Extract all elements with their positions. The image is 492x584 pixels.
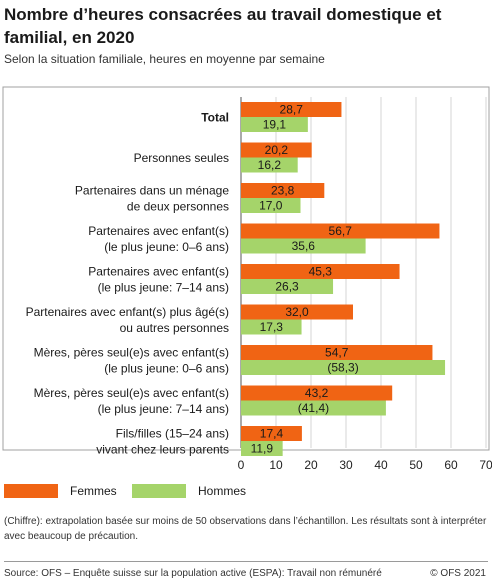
x-tick-label: 20 (304, 458, 318, 472)
legend-swatch-hommes (132, 484, 186, 498)
value-label-hommes: 17,3 (260, 320, 284, 334)
x-tick-label: 0 (238, 458, 245, 472)
value-label-femmes: 54,7 (325, 346, 349, 360)
bar-chart: Total Personnes seules Partenaires dans un… (2, 86, 492, 472)
value-label-femmes: 56,7 (329, 224, 353, 238)
value-label-hommes: (41,4) (298, 401, 329, 415)
legend-femmes: Femmes (4, 484, 117, 498)
copyright: © OFS 2021 (430, 568, 486, 579)
chart-subtitle: Selon la situation familiale, heures en … (4, 52, 325, 66)
value-label-hommes: 26,3 (275, 280, 299, 294)
bar-femmes (241, 345, 433, 360)
bar-femmes (241, 223, 440, 239)
category-label: de deux personnes (127, 200, 229, 214)
bar-femmes (241, 142, 312, 158)
value-label-femmes: 20,2 (265, 143, 289, 157)
chart-title: Nombre d’heures consacrées au travail do… (4, 5, 442, 47)
value-label-hommes: 19,1 (263, 118, 287, 132)
bar-femmes (241, 385, 393, 401)
value-label-femmes: 23,8 (271, 184, 295, 198)
legend-label-hommes: Hommes (198, 484, 247, 498)
source-text: Source: OFS – Enquête suisse sur la popu… (4, 568, 382, 579)
category-label: vivant chez leurs parents (96, 443, 229, 457)
value-label-hommes: 17,0 (259, 199, 283, 213)
legend-swatch-femmes (4, 484, 58, 498)
category-label: Mères, pères seul(e)s avec enfant(s) (34, 346, 229, 360)
x-tick-label: 50 (409, 458, 423, 472)
category-label: Partenaires dans un ménage (75, 184, 229, 198)
source-divider (4, 561, 488, 562)
bar-hommes (241, 198, 301, 213)
category-label: Fils/filles (15–24 ans) (116, 427, 229, 441)
category-label: (le plus jeune: 7–14 ans) (98, 402, 229, 416)
x-tick-label: 60 (444, 458, 458, 472)
bar-hommes (241, 319, 302, 335)
value-label-femmes: 45,3 (309, 265, 333, 279)
value-label-femmes: 17,4 (260, 427, 284, 441)
legend-label-femmes: Femmes (70, 484, 117, 498)
bar-hommes (241, 279, 334, 294)
value-label-hommes: 35,6 (292, 239, 316, 253)
legend-hommes: Hommes (132, 484, 246, 498)
category-label: Partenaires avec enfant(s) (88, 265, 229, 279)
category-label: Personnes seules (134, 151, 229, 165)
category-label: Total (201, 111, 229, 125)
bar-hommes (241, 157, 298, 173)
value-label-hommes: 16,2 (258, 158, 282, 172)
bar-hommes (241, 441, 283, 456)
x-tick-label: 30 (339, 458, 353, 472)
category-label: Partenaires avec enfant(s) plus âgé(s) (26, 305, 229, 319)
bar-hommes (241, 360, 446, 375)
bar-femmes (241, 426, 302, 441)
category-label: Partenaires avec enfant(s) (88, 224, 229, 238)
value-label-femmes: 43,2 (305, 386, 329, 400)
bar-hommes (241, 400, 386, 416)
bar-femmes (241, 183, 325, 198)
bar-hommes (241, 117, 308, 132)
bar-femmes (241, 264, 400, 279)
value-label-femmes: 32,0 (285, 305, 309, 319)
bar-femmes (241, 102, 342, 117)
bar-hommes (241, 238, 366, 254)
category-label: (le plus jeune: 0–6 ans) (104, 240, 229, 254)
value-label-hommes: 11,9 (251, 442, 274, 456)
category-label: (le plus jeune: 7–14 ans) (98, 281, 229, 295)
value-label-femmes: 28,7 (280, 103, 304, 117)
x-tick-label: 40 (374, 458, 388, 472)
bar-femmes (241, 304, 353, 320)
category-label: ou autres personnes (120, 321, 229, 335)
value-label-hommes: (58,3) (327, 361, 358, 375)
footnote: (Chiffre): extrapolation basée sur moins… (4, 516, 487, 542)
x-tick-label: 10 (269, 458, 283, 472)
category-label: (le plus jeune: 0–6 ans) (104, 362, 229, 376)
category-label: Mères, pères seul(e)s avec enfant(s) (34, 386, 229, 400)
x-tick-label: 70 (479, 458, 492, 472)
